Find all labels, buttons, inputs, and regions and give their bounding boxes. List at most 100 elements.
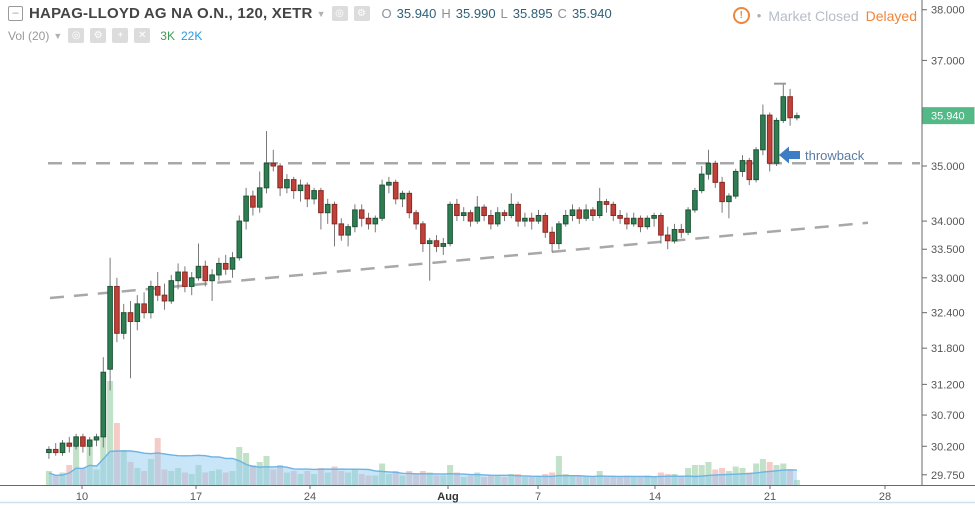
open-label: O <box>381 6 392 21</box>
candle-body <box>481 206 487 216</box>
ohlc-readout: O 35.940 H 35.990 L 35.895 C 35.940 <box>382 6 612 21</box>
gear-icon[interactable]: ⚙ <box>353 6 370 21</box>
candle-body <box>719 181 725 203</box>
last-price-badge <box>922 107 975 125</box>
candle-body <box>488 214 494 225</box>
time-axis-label[interactable]: 17 <box>190 491 202 503</box>
candle-body <box>664 234 671 242</box>
chevron-down-icon[interactable]: ▼ <box>316 8 326 19</box>
candle-body <box>46 448 52 454</box>
price-axis-label[interactable]: 30.200 <box>931 441 965 453</box>
volume-bar <box>86 444 93 485</box>
candle-body <box>556 223 562 245</box>
time-axis-label[interactable]: 14 <box>649 491 661 503</box>
time-axis-label[interactable]: 21 <box>764 491 776 503</box>
price-axis-label[interactable]: 29.750 <box>931 470 965 482</box>
candle-body <box>780 96 787 121</box>
volume-bar <box>698 465 705 485</box>
candle-body <box>148 285 154 314</box>
high-value: 35.990 <box>455 6 496 21</box>
candle-body <box>508 203 515 216</box>
price-axis-label[interactable]: 30.700 <box>931 410 965 422</box>
chevron-down-icon[interactable]: ▼ <box>53 30 63 41</box>
candle-body <box>263 162 270 189</box>
candle-body <box>454 203 460 216</box>
collapse-pane-icon[interactable]: – <box>8 6 23 21</box>
open-value: 35.940 <box>396 6 437 21</box>
price-axis-label[interactable]: 31.200 <box>931 379 965 391</box>
candle-body <box>107 285 113 370</box>
candle-body <box>229 257 236 270</box>
volume-ma-value: 22K <box>180 28 203 43</box>
time-axis-label[interactable]: 7 <box>535 491 541 503</box>
candle-body <box>603 201 610 205</box>
volume-indicator-header: Vol (20) ▼ ◎ ⚙ + ✕ 3K 22K <box>8 28 202 43</box>
candle-body <box>794 115 800 119</box>
candle-body <box>760 114 766 151</box>
candle-body <box>161 294 168 302</box>
candle-body <box>576 209 583 219</box>
symbol-title[interactable]: HAPAG-LLOYD AG NA O.N., 120, XETR <box>29 5 313 22</box>
price-axis-label[interactable]: 38.000 <box>931 5 965 17</box>
eye-icon[interactable]: ◎ <box>331 6 348 21</box>
candle-body <box>256 187 263 208</box>
candle-body <box>86 439 93 447</box>
time-axis-label[interactable]: 10 <box>76 491 88 503</box>
warning-icon[interactable]: ! <box>732 7 750 24</box>
candle-body <box>365 217 372 225</box>
candle-body <box>420 223 426 245</box>
price-axis-label[interactable]: 34.000 <box>931 216 965 228</box>
candle-body <box>311 190 317 200</box>
price-axis-label[interactable]: 33.000 <box>931 273 965 285</box>
candle-body <box>345 226 351 236</box>
candle-body <box>474 206 481 222</box>
volume-ma-line <box>48 450 797 478</box>
candle-body <box>732 170 739 197</box>
candle-body <box>433 240 440 247</box>
candle-body <box>413 212 419 225</box>
candle-body <box>358 209 365 219</box>
candle-body <box>59 442 66 454</box>
candle-body <box>773 119 780 164</box>
candle-body <box>617 214 623 219</box>
candle-body <box>705 162 712 175</box>
market-status: ! • Market Closed Delayed <box>732 7 917 24</box>
trendline-dashed[interactable] <box>49 221 869 300</box>
price-axis-label[interactable]: 32.400 <box>931 308 965 320</box>
candle-body <box>494 212 501 225</box>
candle-body <box>182 271 188 287</box>
plus-icon[interactable]: + <box>112 28 129 43</box>
gear-icon[interactable]: ⚙ <box>90 28 107 43</box>
price-axis-label[interactable]: 35.000 <box>931 161 965 173</box>
close-value: 35.940 <box>571 6 612 21</box>
candle-body <box>590 209 596 216</box>
candle-body <box>596 201 603 216</box>
candle-body <box>467 212 474 222</box>
time-axis-label[interactable]: 28 <box>879 491 891 503</box>
candle-body <box>549 231 555 245</box>
close-icon[interactable]: ✕ <box>134 28 151 43</box>
time-axis-label[interactable]: Aug <box>437 491 458 503</box>
volume-ma-area <box>48 451 797 485</box>
volume-indicator-label[interactable]: Vol (20) <box>8 28 50 43</box>
time-axis-label[interactable]: 24 <box>304 491 316 503</box>
delayed-badge[interactable]: Delayed <box>865 7 917 24</box>
candle-body <box>100 371 107 438</box>
price-axis-label[interactable]: 33.500 <box>931 244 965 256</box>
candle-body <box>73 436 79 447</box>
candle-body <box>528 217 535 222</box>
candle-body <box>277 165 283 189</box>
candle-body <box>739 160 746 172</box>
candle-body <box>460 212 467 216</box>
price-axis-label[interactable]: 37.000 <box>931 55 965 67</box>
eye-icon[interactable]: ◎ <box>68 28 85 43</box>
throwback-annotation[interactable]: throwback <box>779 146 864 164</box>
candle-body <box>678 228 685 233</box>
candle-body <box>168 280 175 302</box>
volume-bar <box>555 456 562 485</box>
candle-body <box>569 209 576 216</box>
candle-body <box>406 192 413 214</box>
price-axis-label[interactable]: 31.800 <box>931 343 965 355</box>
